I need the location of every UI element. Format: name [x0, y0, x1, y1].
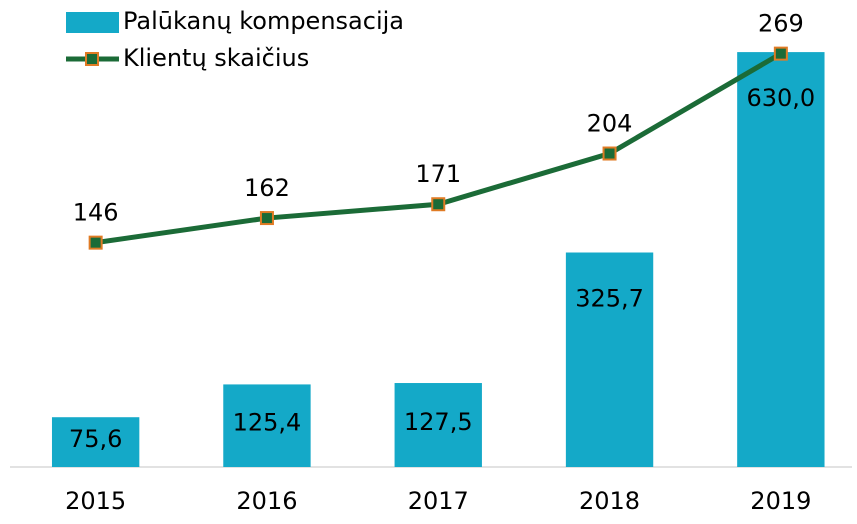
bar-value-label: 325,7 — [575, 285, 644, 313]
line-value-label: 269 — [758, 10, 804, 38]
line-value-label: 146 — [73, 199, 119, 227]
line — [95, 51, 783, 246]
legend-marker — [85, 52, 99, 66]
bar — [223, 384, 311, 467]
bar — [565, 252, 654, 467]
legend-label: Klientų skaičius — [123, 44, 309, 72]
legend-label: Palūkanų kompensacija — [123, 7, 404, 35]
line-marker — [773, 46, 788, 61]
bar — [51, 417, 140, 467]
line-marker — [88, 235, 103, 250]
line-value-label: 162 — [244, 174, 290, 202]
bar — [737, 52, 825, 467]
bar-value-label: 75,6 — [69, 425, 122, 453]
bar-value-label: 630,0 — [746, 84, 815, 112]
x-tick-label: 2016 — [236, 487, 297, 515]
line-value-label: 204 — [587, 110, 633, 138]
bar-value-label: 125,4 — [233, 409, 302, 437]
legend-swatch — [66, 12, 119, 33]
x-tick-label: 2015 — [65, 487, 126, 515]
x-tick-label: 2019 — [750, 487, 811, 515]
line-value-label: 171 — [415, 160, 461, 188]
x-tick-label: 2018 — [579, 487, 640, 515]
line-marker — [431, 197, 446, 212]
line-marker — [602, 146, 617, 161]
x-tick-label: 2017 — [408, 487, 469, 515]
bar — [394, 383, 482, 467]
line-marker — [259, 211, 274, 226]
bar-value-label: 127,5 — [404, 408, 473, 436]
